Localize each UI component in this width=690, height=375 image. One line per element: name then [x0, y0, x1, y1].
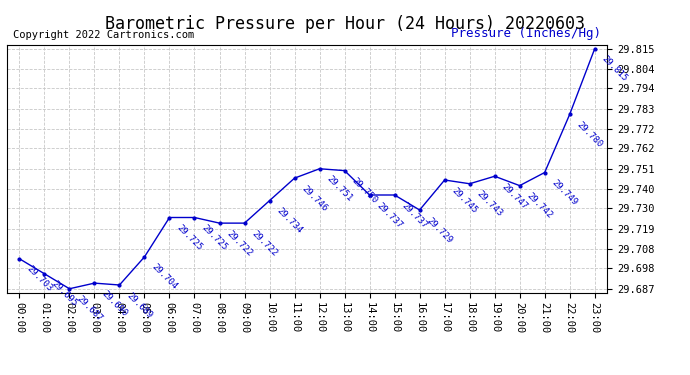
Text: 29.751: 29.751 — [325, 174, 354, 204]
Text: 29.780: 29.780 — [575, 120, 604, 149]
Text: 29.722: 29.722 — [225, 229, 254, 258]
Text: 29.749: 29.749 — [550, 178, 580, 207]
Text: 29.747: 29.747 — [500, 182, 529, 211]
Text: 29.725: 29.725 — [200, 223, 229, 252]
Text: 29.737: 29.737 — [400, 201, 429, 230]
Text: Copyright 2022 Cartronics.com: Copyright 2022 Cartronics.com — [13, 30, 194, 40]
Text: 29.690: 29.690 — [100, 289, 129, 318]
Text: 29.742: 29.742 — [525, 191, 554, 220]
Text: 29.722: 29.722 — [250, 229, 279, 258]
Text: Pressure (Inches/Hg): Pressure (Inches/Hg) — [451, 27, 601, 40]
Text: 29.743: 29.743 — [475, 189, 504, 219]
Text: 29.734: 29.734 — [275, 206, 304, 236]
Text: 29.729: 29.729 — [425, 216, 454, 245]
Text: 29.815: 29.815 — [600, 54, 629, 84]
Text: 29.689: 29.689 — [125, 291, 154, 320]
Text: 29.737: 29.737 — [375, 201, 404, 230]
Text: 29.703: 29.703 — [25, 264, 54, 294]
Text: 29.695: 29.695 — [50, 279, 79, 309]
Text: 29.750: 29.750 — [350, 176, 380, 206]
Text: 29.725: 29.725 — [175, 223, 204, 252]
Text: 29.687: 29.687 — [75, 294, 104, 324]
Text: 29.745: 29.745 — [450, 186, 480, 215]
Text: 29.746: 29.746 — [300, 184, 329, 213]
Text: 29.704: 29.704 — [150, 262, 179, 292]
Text: Barometric Pressure per Hour (24 Hours) 20220603: Barometric Pressure per Hour (24 Hours) … — [105, 15, 585, 33]
